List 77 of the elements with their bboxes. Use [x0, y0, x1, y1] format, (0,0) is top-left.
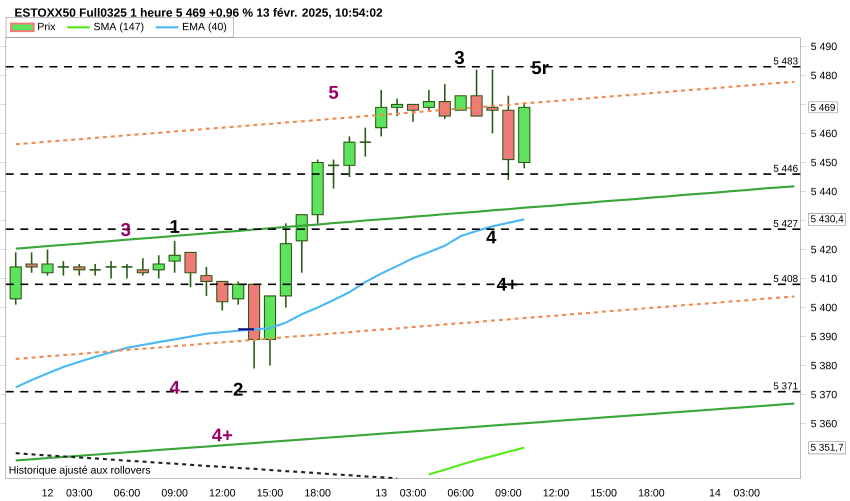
line-series — [14, 402, 796, 462]
candlestick — [406, 104, 420, 123]
chart-title: ESTOXX50 Full0325 1 heure 5 469 +0,96 % 13 févr. 2025, 10:54:02 — [15, 8, 382, 19]
annotation: 4 — [486, 230, 496, 244]
text: 5 351,7 — [810, 444, 844, 452]
legend-label: EMA (40) — [182, 22, 226, 32]
y-tick-label: 5 390 — [811, 332, 837, 340]
candlestick — [168, 240, 181, 274]
y-tick-label: 5 360 — [811, 420, 837, 428]
line-series — [428, 446, 526, 476]
candlestick — [152, 254, 165, 280]
annotation: 5 — [328, 86, 338, 99]
candlestick — [216, 280, 228, 312]
x-tick-label: 03:00 — [400, 489, 426, 497]
x-tick-label: 15:00 — [591, 489, 617, 497]
x-tick-label: 06:00 — [448, 489, 474, 497]
ref-line-label: 5 427 — [774, 220, 798, 227]
legend-label: Prix — [38, 22, 56, 30]
annotation: 4+ — [212, 428, 232, 442]
y-tick-label: 5 370 — [811, 390, 837, 398]
candlestick — [73, 263, 86, 276]
candlestick — [327, 158, 340, 190]
x-tick-label: 09:00 — [496, 489, 522, 497]
annotation: Historique ajusté aux rollovers — [10, 466, 150, 476]
x-tick-label: 12:00 — [544, 489, 569, 497]
candlestick — [486, 68, 499, 134]
candlestick — [470, 68, 483, 117]
y-tick-label: 5 460 — [811, 130, 837, 138]
ref-line-label: 5 483 — [774, 57, 798, 65]
x-tick-label: 03:00 — [66, 489, 92, 497]
annotation: 3 — [454, 50, 464, 64]
y-tick-label: 5 440 — [811, 188, 837, 196]
x-tick-label: 12:00 — [210, 489, 236, 497]
ref-line-label: 5 446 — [774, 164, 798, 172]
x-tick-label: 14 — [710, 489, 721, 496]
ref-line-label: 5 371 — [774, 382, 798, 390]
ref-line-label: 5 408 — [774, 275, 798, 282]
candlestick — [184, 252, 197, 288]
candlestick — [41, 248, 54, 276]
candlestick — [343, 136, 356, 178]
annotation: 1 — [170, 220, 180, 233]
x-tick-label: 18:00 — [305, 489, 330, 497]
y-tick-label: 5 400 — [811, 304, 837, 312]
x-tick-label: 03:00 — [734, 489, 760, 497]
candlestick — [57, 260, 70, 276]
text: 5 469 — [810, 104, 835, 111]
candlestick — [136, 257, 149, 276]
x-tick-label: 15:00 — [258, 489, 283, 497]
y-tick-label: 5 450 — [811, 158, 837, 166]
candlestick — [104, 260, 118, 280]
x-tick-label: 18:00 — [638, 489, 664, 497]
y-tick-label: 5 380 — [811, 362, 837, 370]
candlestick — [120, 263, 134, 280]
candlestick — [375, 89, 388, 138]
y-tick-label: 5 490 — [811, 42, 837, 50]
x-tick-label: 06:00 — [114, 489, 140, 497]
candlestick — [26, 252, 38, 274]
line-series — [14, 80, 796, 146]
legend-label: SMA (147) — [94, 22, 144, 32]
y-tick-label: 5 410 — [811, 274, 837, 282]
y-tick-label: 5 480 — [811, 72, 837, 80]
candlestick — [232, 280, 244, 306]
candlestick — [438, 83, 451, 120]
candlestick — [391, 98, 404, 117]
x-tick-label: 09:00 — [162, 489, 188, 497]
annotation: 4 — [170, 381, 180, 394]
x-tick-label: 13 — [376, 489, 387, 497]
y-tick-label: 5 420 — [811, 246, 837, 254]
candlestick — [422, 89, 435, 112]
line-series — [14, 295, 796, 360]
candlestick — [200, 266, 213, 297]
x-tick-label: 12 — [42, 489, 53, 496]
candlestick — [454, 95, 467, 111]
annotation: 2 — [234, 382, 243, 396]
candlestick — [88, 263, 102, 276]
candlestick — [358, 126, 372, 158]
text: 5 430,4 — [810, 215, 844, 224]
